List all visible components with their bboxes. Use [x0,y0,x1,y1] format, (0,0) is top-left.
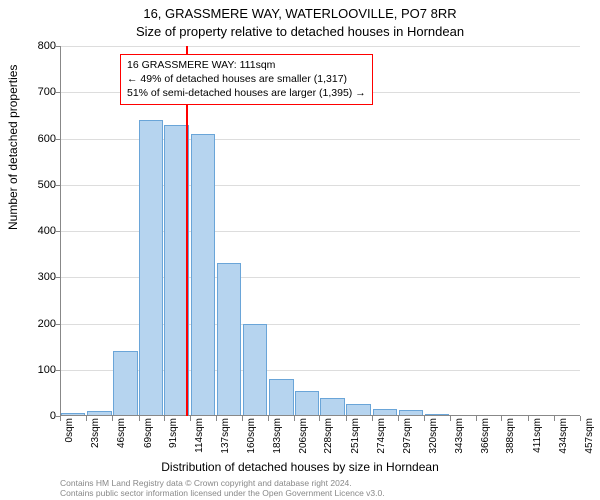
x-tick-label: 0sqm [64,418,75,458]
x-tick-mark [372,416,373,421]
histogram-bar [191,134,216,416]
y-tick-label: 100 [32,364,56,376]
histogram-bar [243,324,268,417]
x-tick-label: 23sqm [90,418,101,458]
x-tick-label: 320sqm [428,418,439,458]
x-tick-label: 228sqm [323,418,334,458]
infobox-line: 16 GRASSMERE WAY: 111sqm [127,58,366,72]
x-tick-mark [294,416,295,421]
footer-line-1: Contains HM Land Registry data © Crown c… [60,478,385,488]
histogram-bar [217,263,242,416]
attribution-footer: Contains HM Land Registry data © Crown c… [60,478,385,498]
x-tick-mark [554,416,555,421]
property-info-box: 16 GRASSMERE WAY: 111sqm← 49% of detache… [120,54,373,105]
y-tick-mark [55,92,60,93]
histogram-bar [320,398,345,417]
x-tick-label: 114sqm [194,418,205,458]
x-tick-label: 46sqm [116,418,127,458]
histogram-bar [113,351,138,416]
x-tick-mark [112,416,113,421]
x-tick-label: 160sqm [246,418,257,458]
y-axis [60,46,61,416]
x-tick-mark [216,416,217,421]
gridline [60,277,580,278]
x-tick-mark [190,416,191,421]
x-tick-mark [450,416,451,421]
y-tick-label: 400 [32,225,56,237]
y-tick-mark [55,324,60,325]
x-tick-label: 297sqm [402,418,413,458]
x-tick-mark [346,416,347,421]
y-tick-label: 600 [32,133,56,145]
x-tick-mark [139,416,140,421]
x-tick-mark [424,416,425,421]
x-tick-mark [319,416,320,421]
x-tick-label: 91sqm [168,418,179,458]
footer-line-2: Contains public sector information licen… [60,488,385,498]
y-tick-mark [55,231,60,232]
x-tick-label: 366sqm [480,418,491,458]
x-tick-mark [580,416,581,421]
x-tick-mark [164,416,165,421]
x-tick-label: 206sqm [298,418,309,458]
x-tick-mark [501,416,502,421]
histogram-bar [295,391,319,416]
y-tick-label: 700 [32,86,56,98]
y-tick-label: 800 [32,40,56,52]
gridline [60,370,580,371]
gridline [60,231,580,232]
x-tick-mark [242,416,243,421]
page-title-address: 16, GRASSMERE WAY, WATERLOOVILLE, PO7 8R… [0,6,600,21]
gridline [60,139,580,140]
y-axis-label: Number of detached properties [6,65,20,230]
x-tick-label: 183sqm [272,418,283,458]
x-tick-label: 388sqm [505,418,516,458]
y-tick-mark [55,185,60,186]
x-tick-label: 411sqm [532,418,543,458]
gridline [60,324,580,325]
y-tick-mark [55,277,60,278]
histogram-bar [164,125,189,416]
x-tick-label: 137sqm [220,418,231,458]
page-subtitle: Size of property relative to detached ho… [0,24,600,39]
histogram-plot: 16 GRASSMERE WAY: 111sqm← 49% of detache… [60,46,580,416]
histogram-bar [139,120,163,416]
histogram-bar [269,379,294,416]
x-tick-mark [268,416,269,421]
x-tick-label: 274sqm [376,418,387,458]
x-tick-label: 343sqm [454,418,465,458]
x-tick-label: 251sqm [350,418,361,458]
x-tick-mark [86,416,87,421]
gridline [60,46,580,47]
y-tick-label: 0 [32,410,56,422]
infobox-line: ← 49% of detached houses are smaller (1,… [127,72,366,86]
y-tick-mark [55,139,60,140]
y-tick-label: 300 [32,271,56,283]
gridline [60,185,580,186]
x-axis-label: Distribution of detached houses by size … [0,460,600,474]
x-tick-label: 457sqm [584,418,595,458]
y-tick-label: 500 [32,179,56,191]
x-tick-mark [476,416,477,421]
x-tick-mark [60,416,61,421]
y-tick-mark [55,370,60,371]
x-tick-mark [528,416,529,421]
x-tick-mark [398,416,399,421]
x-tick-label: 69sqm [143,418,154,458]
y-tick-mark [55,46,60,47]
x-tick-label: 434sqm [558,418,569,458]
infobox-line: 51% of semi-detached houses are larger (… [127,86,366,100]
y-tick-label: 200 [32,318,56,330]
